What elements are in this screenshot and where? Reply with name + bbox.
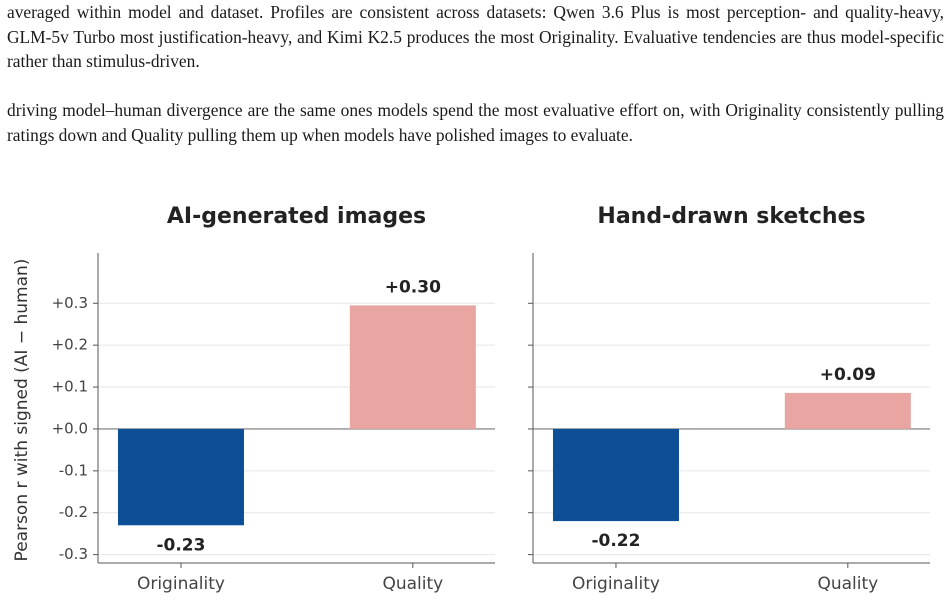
chart-title: Hand-drawn sketches	[597, 204, 865, 229]
y-axis-label: Pearson r with signed (AI − human)	[12, 259, 32, 562]
x-tick-label: Originality	[572, 574, 660, 594]
y-tick-label: -0.1	[59, 461, 88, 479]
bar	[784, 392, 911, 429]
y-tick-label: +0.3	[52, 294, 88, 312]
value-label: +0.30	[385, 277, 441, 297]
chart-title: AI-generated images	[167, 204, 426, 229]
y-tick-label: -0.3	[59, 545, 88, 563]
value-label: -0.23	[156, 535, 205, 555]
x-tick-label: Originality	[137, 574, 225, 594]
bar	[552, 428, 679, 522]
paragraph: driving model–human divergence are the s…	[7, 100, 944, 145]
bar	[117, 428, 244, 526]
y-tick-label: +0.2	[52, 336, 88, 354]
x-tick-label: Quality	[382, 574, 443, 594]
x-tick-label: Quality	[817, 574, 878, 594]
y-tick-label: +0.1	[52, 378, 88, 396]
y-tick-label: -0.2	[59, 503, 88, 521]
bar	[349, 305, 476, 429]
value-label: +0.09	[820, 365, 876, 385]
value-label: -0.22	[591, 531, 640, 551]
paragraph: averaged within model and dataset. Profi…	[7, 2, 944, 71]
y-tick-label: +0.0	[52, 419, 88, 437]
